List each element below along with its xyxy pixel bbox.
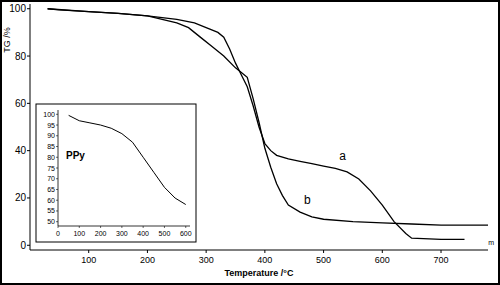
y-tick-label: 20 xyxy=(15,192,27,203)
inset-x-tick xyxy=(121,226,122,228)
inset-x-tick-label: 300 xyxy=(116,230,128,237)
inset-y-tick xyxy=(56,168,58,169)
inset-x-tick-label: 100 xyxy=(73,230,85,237)
annotation: m xyxy=(488,239,494,246)
inset-y-tick-label: 90 xyxy=(47,132,55,139)
chart: 020406080100100200300400500600700Tempera… xyxy=(0,0,500,285)
inset-y-tick xyxy=(56,146,58,147)
x-tick-label: 300 xyxy=(199,255,214,265)
inset-x-tick-label: 500 xyxy=(159,230,171,237)
inset-y-tick-label: 95 xyxy=(47,122,55,129)
inset-title: PPy xyxy=(66,150,85,161)
inset-y-tick xyxy=(56,189,58,190)
series-label: b xyxy=(304,193,311,207)
x-tick-label: 200 xyxy=(140,255,155,265)
inset-plot-area xyxy=(69,115,186,204)
inset-y-tick-label: 80 xyxy=(47,154,55,161)
x-tick xyxy=(206,250,207,253)
inset-y-tick-label: 70 xyxy=(47,175,55,182)
inset-y-tick xyxy=(56,157,58,158)
x-tick-label: 500 xyxy=(316,255,331,265)
inset-x-tick xyxy=(79,226,80,228)
y-axis xyxy=(30,4,31,250)
y-tick-label: 0 xyxy=(20,240,26,251)
series-label: a xyxy=(339,149,346,163)
x-tick xyxy=(264,250,265,253)
y-tick-label: 60 xyxy=(15,98,27,109)
inset-x-axis xyxy=(58,226,190,227)
inset-x-tick xyxy=(143,226,144,228)
y-axis-title: TG /% xyxy=(2,27,12,53)
y-tick xyxy=(27,56,30,57)
x-tick xyxy=(382,250,383,253)
inset-y-tick-label: 65 xyxy=(47,186,55,193)
inset-y-tick-label: 55 xyxy=(47,207,55,214)
y-tick-label: 80 xyxy=(15,51,27,62)
x-tick xyxy=(147,250,148,253)
inset-line xyxy=(69,115,186,204)
inset-y-tick xyxy=(56,125,58,126)
x-axis xyxy=(30,250,488,251)
y-tick xyxy=(27,103,30,104)
inset-x-tick-label: 600 xyxy=(180,230,192,237)
inset-y-tick-label: 85 xyxy=(47,143,55,150)
inset-frame xyxy=(36,104,196,242)
inset-y-tick-label: 50 xyxy=(47,218,55,225)
y-tick xyxy=(27,245,30,246)
inset-y-tick xyxy=(56,210,58,211)
x-tick-label: 400 xyxy=(257,255,272,265)
y-tick xyxy=(27,150,30,151)
x-tick-label: 700 xyxy=(434,255,449,265)
inset-x-tick xyxy=(164,226,165,228)
inset-y-tick xyxy=(56,200,58,201)
x-tick xyxy=(323,250,324,253)
x-tick-label: 100 xyxy=(81,255,96,265)
inset-y-tick xyxy=(56,221,58,222)
inset-x-tick-label: 400 xyxy=(137,230,149,237)
outer-frame xyxy=(1,1,499,284)
y-tick-label: 40 xyxy=(15,145,27,156)
y-tick xyxy=(27,8,30,9)
inset-x-tick-label: 0 xyxy=(56,230,60,237)
inset-y-tick-label: 75 xyxy=(47,165,55,172)
inset-y-tick-label: 60 xyxy=(47,197,55,204)
inset-x-tick xyxy=(185,226,186,228)
inset-y-tick xyxy=(56,135,58,136)
inset-y-tick xyxy=(56,178,58,179)
inset-x-tick xyxy=(58,226,59,228)
inset-x-tick-label: 200 xyxy=(95,230,107,237)
inset-x-tick xyxy=(100,226,101,228)
x-tick xyxy=(88,250,89,253)
x-axis-title: Temperature /°C xyxy=(225,268,294,278)
inset-y-tick xyxy=(56,114,58,115)
inset-y-tick-label: 100 xyxy=(43,111,55,118)
x-tick xyxy=(441,250,442,253)
x-tick-label: 600 xyxy=(375,255,390,265)
y-tick-label: 100 xyxy=(9,3,26,14)
background xyxy=(0,0,500,285)
y-tick xyxy=(27,197,30,198)
